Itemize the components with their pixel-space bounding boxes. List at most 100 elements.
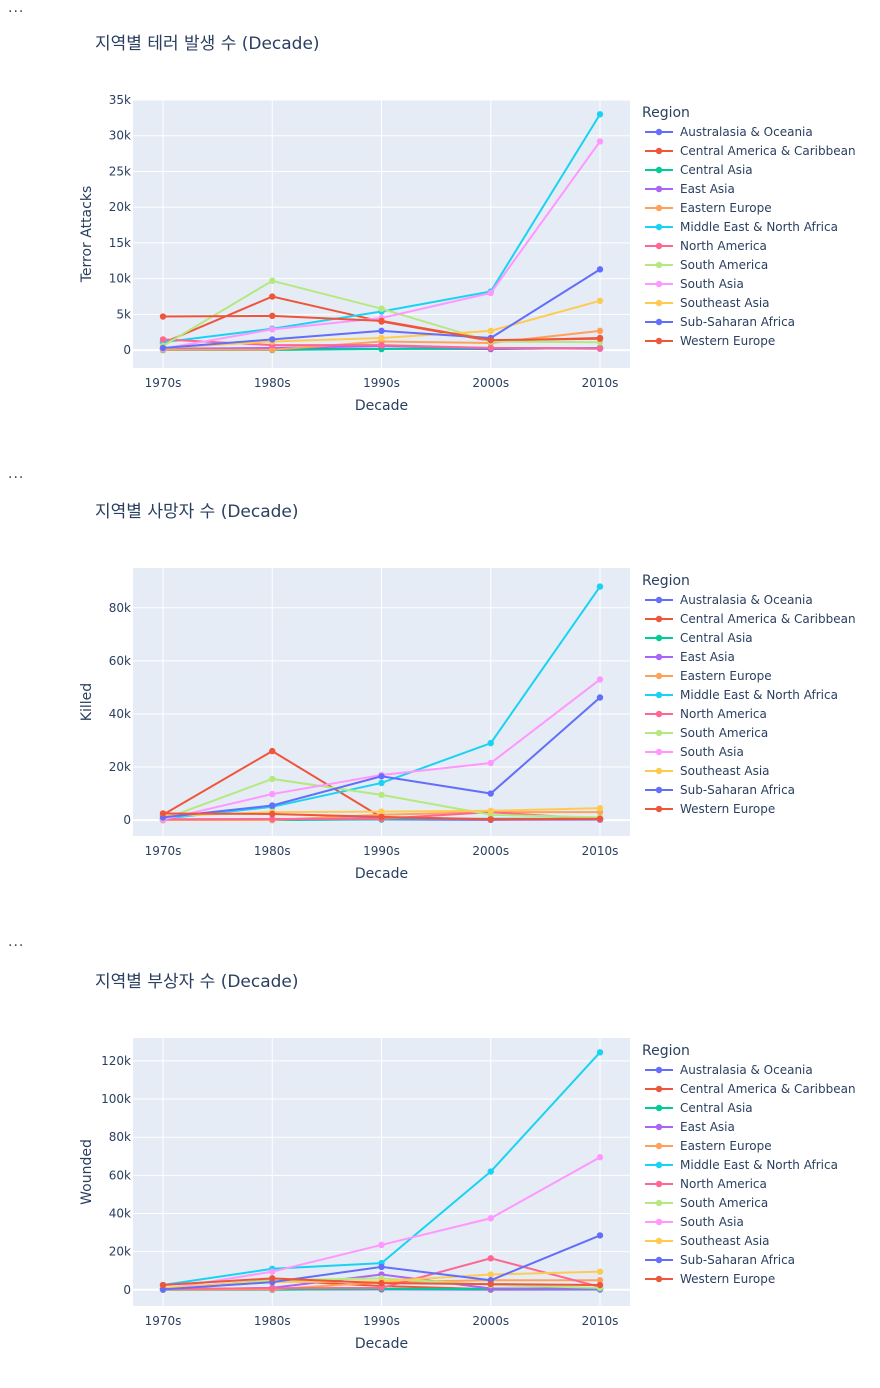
legend-item-label: Southeast Asia — [680, 1234, 770, 1248]
legend-item-label: South America — [680, 1196, 768, 1210]
data-point — [269, 802, 275, 808]
data-point — [597, 138, 603, 144]
data-point — [269, 1268, 275, 1274]
data-point — [597, 345, 603, 351]
legend-item-label: Central Asia — [680, 631, 753, 645]
legend-swatch-marker — [656, 654, 662, 660]
y-tick-label: 15k — [109, 236, 131, 250]
y-tick-label: 25k — [109, 164, 131, 178]
legend-swatch-marker — [656, 1162, 662, 1168]
legend-swatch-marker — [656, 1086, 662, 1092]
y-tick-label: 40k — [109, 707, 131, 721]
y-tick-label: 10k — [109, 272, 131, 286]
data-point — [488, 1255, 494, 1261]
data-point — [597, 694, 603, 700]
data-point — [597, 816, 603, 822]
data-point — [597, 805, 603, 811]
x-tick-label: 2010s — [582, 1314, 619, 1328]
legend-swatch-marker — [656, 167, 662, 173]
data-point — [378, 328, 384, 334]
data-point — [597, 583, 603, 589]
x-tick-label: 1990s — [363, 844, 400, 858]
legend-item-label: North America — [680, 707, 767, 721]
data-point — [597, 1268, 603, 1274]
data-point — [597, 111, 603, 117]
legend-item-label: South America — [680, 258, 768, 272]
x-tick-label: 1990s — [363, 1314, 400, 1328]
y-tick-label: 40k — [109, 1206, 131, 1220]
legend-swatch-marker — [656, 243, 662, 249]
legend-title: Region — [642, 105, 690, 121]
legend-swatch-marker — [656, 616, 662, 622]
legend-swatch-marker — [656, 1143, 662, 1149]
data-point — [488, 1168, 494, 1174]
legend-item-label: Middle East & North Africa — [680, 688, 838, 702]
legend-swatch-marker — [656, 692, 662, 698]
y-axis-title: Wounded — [79, 1139, 95, 1205]
data-point — [269, 1285, 275, 1291]
legend-item-label: South Asia — [680, 1215, 744, 1229]
legend-item-label: Central America & Caribbean — [680, 144, 856, 158]
legend-item-label: Sub-Saharan Africa — [680, 315, 795, 329]
data-point — [488, 808, 494, 814]
data-point — [269, 336, 275, 342]
x-tick-label: 2000s — [472, 844, 509, 858]
data-point — [378, 814, 384, 820]
legend-swatch-marker — [656, 205, 662, 211]
x-tick-label: 1970s — [145, 376, 182, 390]
x-tick-label: 1970s — [145, 1314, 182, 1328]
legend-swatch-marker — [656, 1105, 662, 1111]
legend-item-label: Western Europe — [680, 802, 775, 816]
data-point — [597, 1282, 603, 1288]
data-point — [597, 298, 603, 304]
data-point — [160, 1282, 166, 1288]
x-axis-title: Decade — [355, 1336, 408, 1352]
data-point — [269, 278, 275, 284]
legend-swatch-marker — [656, 749, 662, 755]
legend-swatch-marker — [656, 1219, 662, 1225]
data-point — [160, 336, 166, 342]
legend-item-label: East Asia — [680, 650, 735, 664]
legend-swatch-marker — [656, 806, 662, 812]
legend-item-label: Central Asia — [680, 163, 753, 177]
legend: Region Australasia & Oceania Central Ameri… — [642, 105, 856, 348]
x-tick-label: 1970s — [145, 844, 182, 858]
data-point — [488, 790, 494, 796]
data-point — [597, 1049, 603, 1055]
data-point — [160, 313, 166, 319]
legend-item-label: Eastern Europe — [680, 1139, 772, 1153]
legend-item-label: Australasia & Oceania — [680, 1063, 813, 1077]
data-point — [597, 1154, 603, 1160]
data-point — [488, 290, 494, 296]
y-tick-label: 80k — [109, 1130, 131, 1144]
legend-item-label: East Asia — [680, 182, 735, 196]
x-axis-title: Decade — [355, 866, 408, 882]
data-point — [269, 776, 275, 782]
y-tick-label: 0 — [123, 1283, 131, 1297]
legend-swatch-marker — [656, 1067, 662, 1073]
legend-item-label: South Asia — [680, 277, 744, 291]
legend-item-label: Eastern Europe — [680, 201, 772, 215]
legend-item-label: Eastern Europe — [680, 669, 772, 683]
chart-title: 지역별 부상자 수 (Decade) — [95, 972, 299, 992]
legend-item-label: Sub-Saharan Africa — [680, 783, 795, 797]
legend-item-label: Southeast Asia — [680, 764, 770, 778]
data-point — [488, 816, 494, 822]
y-tick-label: 30k — [109, 129, 131, 143]
x-tick-label: 2010s — [582, 376, 619, 390]
legend-item-label: Australasia & Oceania — [680, 125, 813, 139]
y-tick-label: 0 — [123, 343, 131, 357]
legend-swatch-marker — [656, 262, 662, 268]
data-point — [269, 791, 275, 797]
data-point — [597, 266, 603, 272]
legend-swatch-marker — [656, 768, 662, 774]
legend-swatch-marker — [656, 673, 662, 679]
x-tick-label: 1990s — [363, 376, 400, 390]
data-point — [269, 811, 275, 817]
y-tick-label: 60k — [109, 1168, 131, 1182]
legend-swatch-marker — [656, 711, 662, 717]
